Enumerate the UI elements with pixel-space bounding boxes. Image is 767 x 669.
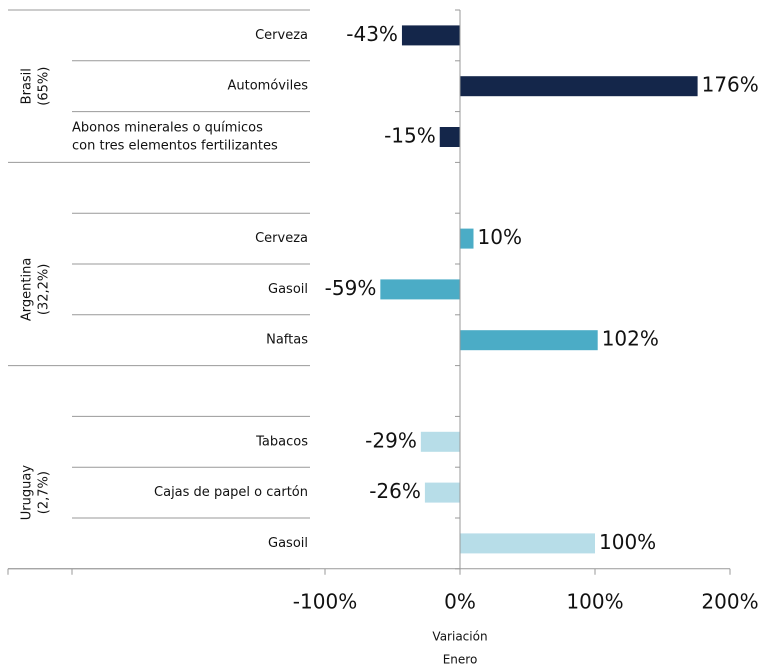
- bar: [401, 25, 460, 46]
- data-label: -15%: [384, 124, 436, 148]
- bar: [460, 533, 595, 554]
- bar: [424, 482, 460, 503]
- category-label: Gasoil: [268, 536, 308, 551]
- data-label: 100%: [599, 530, 656, 554]
- group-label: (32,2%): [37, 264, 52, 315]
- x-tick-label: 200%: [701, 589, 758, 613]
- group-label: Uruguay: [20, 465, 35, 521]
- x-axis-label: Variación: [432, 630, 487, 644]
- bar: [380, 279, 460, 300]
- bar: [420, 431, 460, 452]
- x-tick-label: -100%: [293, 589, 357, 613]
- category-label: Cerveza: [255, 231, 308, 246]
- group-label: Brasil: [20, 68, 35, 104]
- group-label: (65%): [37, 67, 52, 106]
- data-label: -29%: [365, 428, 417, 452]
- category-label: Naftas: [266, 333, 308, 348]
- category-label: Automóviles: [228, 79, 309, 94]
- category-label: con tres elementos fertilizantes: [72, 139, 278, 154]
- bar: [439, 127, 460, 147]
- x-tick-label: 0%: [444, 589, 476, 613]
- category-label: Gasoil: [268, 282, 308, 297]
- bar: [460, 76, 698, 97]
- x-tick-label: 100%: [566, 589, 623, 613]
- category-label: Abonos minerales o químicos: [72, 121, 263, 136]
- bar: [460, 228, 474, 249]
- group-label: Argentina: [20, 258, 35, 321]
- category-label: Tabacos: [255, 434, 308, 449]
- data-label: -59%: [325, 276, 377, 300]
- data-label: 102%: [602, 327, 659, 351]
- data-label: 10%: [478, 225, 522, 249]
- category-label: Cajas de papel o cartón: [154, 485, 308, 500]
- data-label: 176%: [702, 73, 759, 97]
- x-axis-label: Enero: [443, 653, 478, 667]
- data-label: -43%: [346, 22, 398, 46]
- group-label: (2,7%): [37, 471, 52, 514]
- category-label: Cerveza: [255, 28, 308, 43]
- bar: [460, 330, 598, 351]
- data-label: -26%: [369, 479, 421, 503]
